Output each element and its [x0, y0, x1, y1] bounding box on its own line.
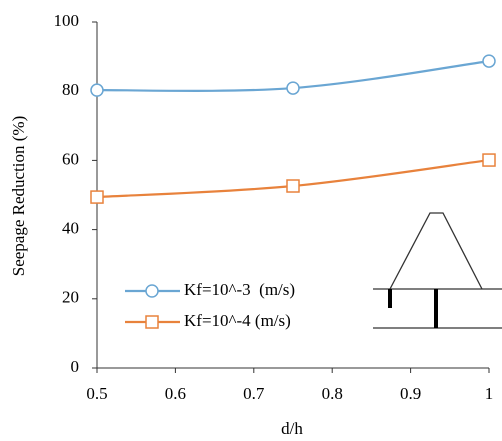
marker — [286, 81, 300, 95]
legend-label: Kf=10^-4 (m/s) — [184, 311, 291, 330]
y-tick-label: 20 — [62, 288, 79, 307]
marker — [90, 83, 104, 97]
marker — [482, 153, 496, 167]
y-axis-label: Seepage Reduction (%) — [9, 116, 28, 277]
x-tick-label: 0.6 — [165, 384, 186, 403]
inset-diagram — [373, 212, 502, 329]
x-axis-label: d/h — [281, 419, 303, 438]
y-tick-label: 80 — [62, 80, 79, 99]
x-tick-label: 0.7 — [243, 384, 265, 403]
x-tick-label: 1 — [485, 384, 494, 403]
y-tick-label: 60 — [62, 149, 79, 168]
legend-marker — [145, 315, 159, 329]
legend-marker — [145, 284, 159, 298]
y-tick-label: 100 — [54, 11, 80, 30]
y-tick-label: 40 — [62, 219, 79, 238]
marker — [286, 179, 300, 193]
dam-outline — [389, 212, 483, 290]
legend-label: Kf=10^-3 (m/s) — [184, 280, 295, 299]
y-tick-label: 0 — [71, 357, 80, 376]
x-tick-label: 0.8 — [322, 384, 343, 403]
marker — [90, 190, 104, 204]
x-tick-label: 0.5 — [86, 384, 107, 403]
x-tick-label: 0.9 — [400, 384, 421, 403]
marker — [482, 54, 496, 68]
